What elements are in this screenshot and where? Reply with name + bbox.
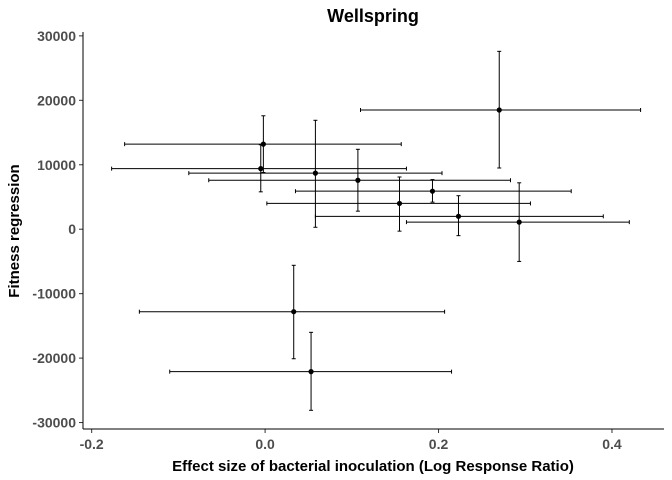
- data-point: [516, 219, 522, 225]
- x-tick-label: 0.4: [602, 436, 622, 452]
- data-point-group: [124, 115, 402, 173]
- y-tick-label: -30000: [32, 415, 76, 431]
- x-tick-label: 0.2: [429, 436, 449, 452]
- data-point-group: [111, 144, 407, 193]
- data-point: [258, 166, 264, 172]
- data-point-group: [208, 148, 512, 212]
- y-tick-label: 20000: [37, 92, 76, 108]
- y-axis-ticks: -30000 -20000 -10000 0 10000 20000 30000: [32, 28, 83, 431]
- y-tick-label: -10000: [32, 286, 76, 302]
- y-tick-label: -20000: [32, 350, 76, 366]
- data-point: [312, 170, 318, 176]
- y-tick-label: 10000: [37, 157, 76, 173]
- data-point-group: [266, 176, 531, 232]
- data-point-group: [188, 119, 443, 228]
- data-point: [291, 309, 297, 315]
- data-point: [396, 200, 403, 207]
- x-axis-label: Effect size of bacterial inoculation (Lo…: [172, 458, 574, 475]
- data-point: [429, 188, 436, 194]
- y-axis-label: Fitness regression: [6, 164, 23, 297]
- plot-marks: [111, 50, 642, 411]
- x-tick-label: -0.2: [80, 436, 104, 452]
- data-point-group: [169, 331, 453, 411]
- data-point: [260, 141, 266, 147]
- data-point: [355, 177, 361, 183]
- x-axis-ticks: -0.2 0.0 0.2 0.4: [80, 429, 622, 452]
- data-point-group: [405, 182, 630, 262]
- data-point: [496, 107, 502, 113]
- y-tick-label: 0: [68, 221, 76, 237]
- data-point: [455, 213, 462, 219]
- data-point-group: [359, 50, 642, 169]
- data-point-group: [138, 264, 446, 360]
- chart-title: Wellspring: [327, 6, 419, 26]
- data-point: [308, 369, 314, 375]
- data-point-group: [314, 195, 604, 237]
- data-point-group: [294, 179, 572, 203]
- y-tick-label: 30000: [37, 28, 76, 44]
- x-tick-label: 0.0: [255, 436, 275, 452]
